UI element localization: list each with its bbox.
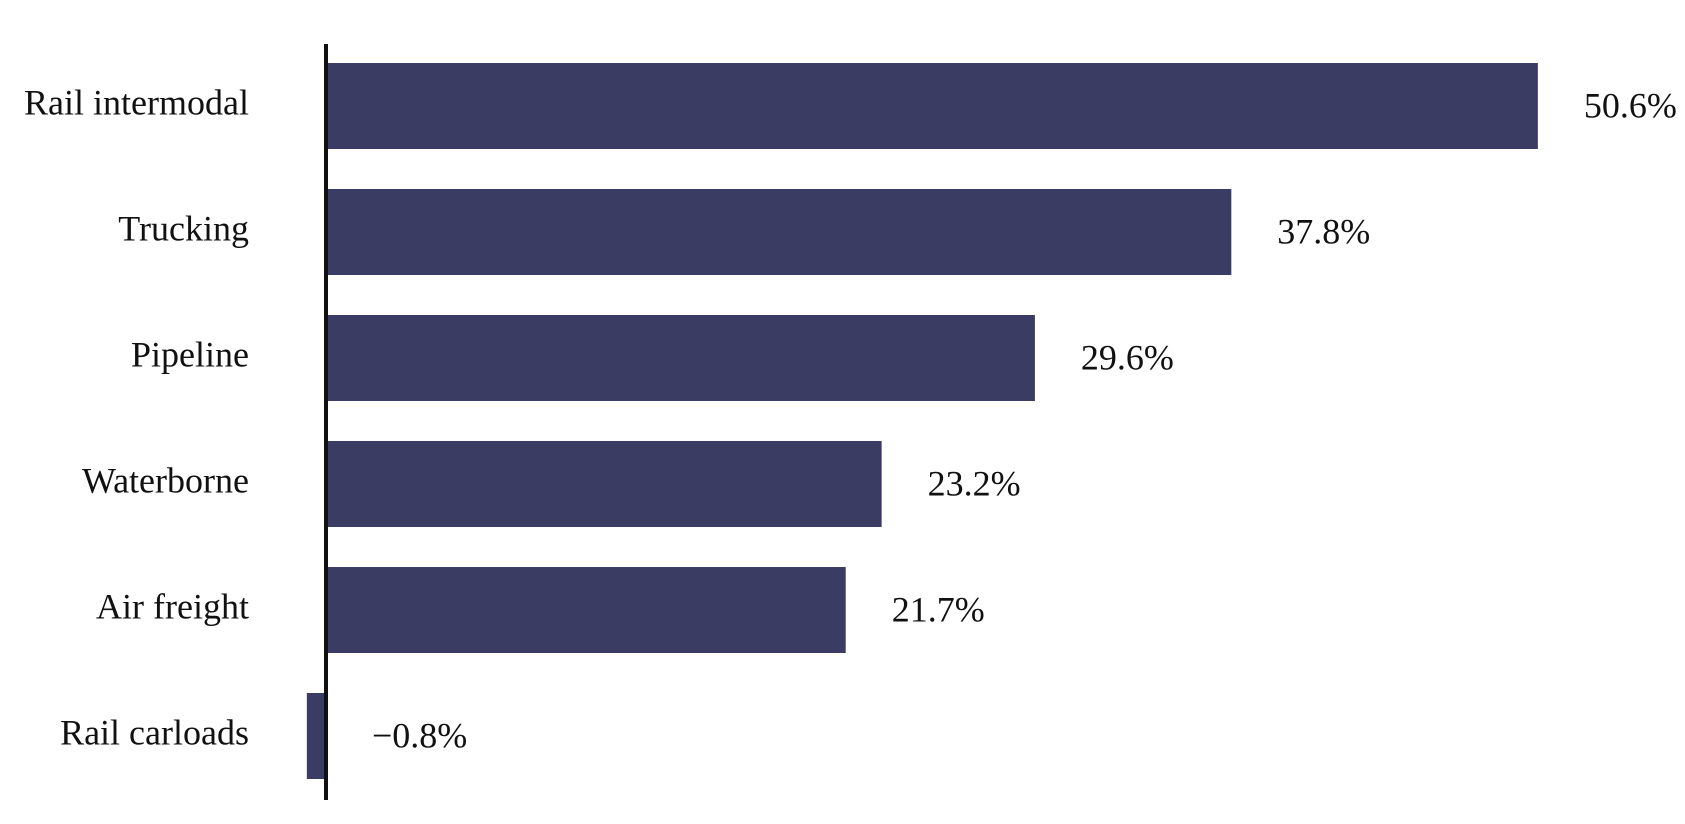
category-label-trucking: Trucking — [118, 208, 249, 248]
category-label-waterborne: Waterborne — [82, 460, 249, 500]
bar-rail-carloads — [306, 693, 326, 779]
value-label-waterborne: 23.2% — [928, 463, 1021, 503]
value-label-trucking: 37.8% — [1277, 211, 1370, 251]
labels-group: Rail intermodal 50.6% Trucking 37.8% Pipelin… — [24, 82, 1677, 755]
bar-air-freight — [326, 567, 846, 653]
value-label-air-freight: 21.7% — [892, 589, 985, 629]
bar-trucking — [326, 189, 1232, 275]
category-label-air-freight: Air freight — [96, 586, 249, 626]
category-label-rail-carloads: Rail carloads — [60, 712, 249, 752]
bar-waterborne — [326, 441, 882, 527]
category-label-pipeline: Pipeline — [131, 334, 249, 374]
category-label-rail-intermodal: Rail intermodal — [24, 82, 249, 122]
bar-pipeline — [326, 315, 1035, 401]
bar-rail-intermodal — [326, 63, 1538, 149]
value-label-rail-intermodal: 50.6% — [1584, 85, 1677, 125]
value-label-pipeline: 29.6% — [1081, 337, 1174, 377]
value-label-rail-carloads: −0.8% — [372, 715, 467, 755]
bars-group — [306, 63, 1538, 779]
